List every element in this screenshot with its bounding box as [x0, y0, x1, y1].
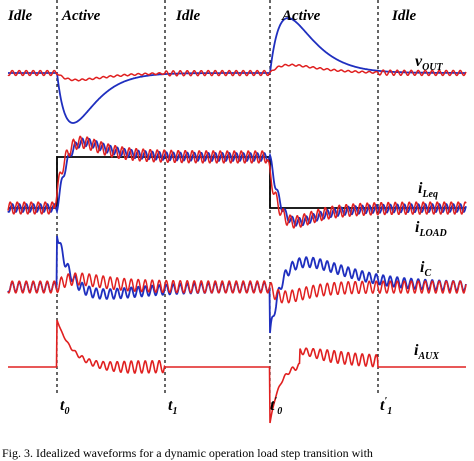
phase-label: Idle [175, 8, 201, 24]
time-label: t1 [168, 397, 177, 417]
time-symbol: t [270, 397, 275, 414]
phase-label: Idle [7, 8, 33, 24]
signal-label: iAUX [414, 342, 439, 362]
phase-label: Idle [391, 8, 417, 24]
signal-subscript: OUT [422, 62, 443, 73]
i-leq-red [7, 135, 467, 229]
caption: Fig. 3. Idealized waveforms for a dynami… [2, 446, 373, 460]
i-load-wave [8, 156, 466, 209]
labels: Idle Active Idle Active IdlevOUTiLeqiLOADiCi… [2, 8, 447, 460]
signal-symbol: i [414, 342, 419, 359]
signal-label: vOUT [415, 53, 444, 73]
signal-symbol: i [420, 259, 425, 276]
v-out-red [7, 63, 467, 82]
time-prime: ′ [274, 396, 277, 407]
signal-symbol: v [415, 53, 423, 70]
signal-symbol: i [418, 180, 423, 197]
time-subscript: 1 [387, 406, 392, 417]
signal-subscript: Leq [421, 189, 438, 200]
time-symbol: t [380, 397, 385, 414]
signal-subscript: LOAD [418, 228, 446, 239]
i-aux-red [8, 319, 466, 424]
signal-symbol: i [415, 219, 420, 236]
time-symbol: t [168, 397, 173, 414]
i-c-red [7, 272, 467, 304]
time-subscript: 0 [64, 406, 69, 417]
time-label: t′1 [380, 396, 392, 417]
signal-subscript: C [424, 268, 431, 279]
signal-label: iC [420, 259, 431, 279]
time-prime: ′ [384, 396, 387, 407]
time-label: t′0 [270, 396, 282, 417]
time-symbol: t [60, 397, 65, 414]
waveforms [7, 17, 467, 424]
phase-label: Active [281, 8, 321, 24]
time-label: t0 [60, 397, 69, 417]
time-markers [56, 0, 379, 395]
time-subscript: 1 [172, 406, 177, 417]
signal-label: iLOAD [415, 219, 447, 239]
signal-subscript: AUX [417, 351, 439, 362]
signal-label: iLeq [418, 180, 438, 200]
time-subscript: 0 [277, 406, 282, 417]
phase-label: Active [61, 8, 101, 24]
